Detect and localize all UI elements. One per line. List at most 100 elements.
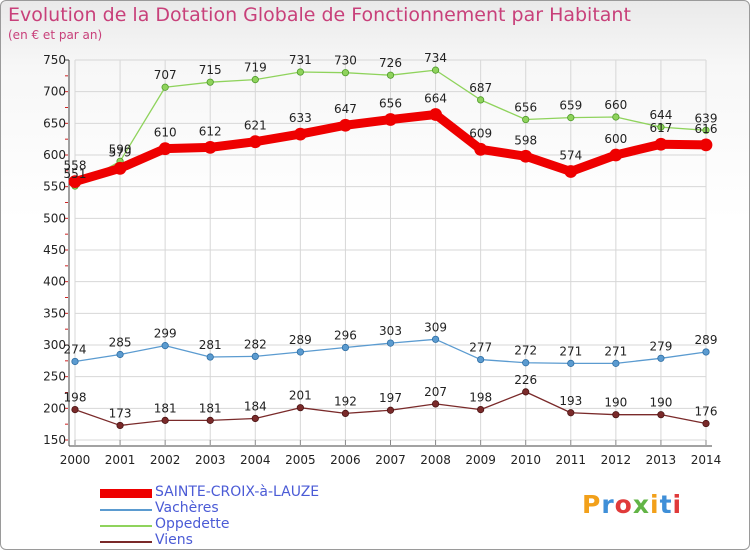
point-s0-2011 — [564, 165, 578, 178]
data-label-s2-2009: 687 — [469, 81, 492, 95]
point-s2-2011 — [567, 114, 575, 122]
y-tick-label-600: 600 — [43, 148, 66, 162]
y-tick-label-650: 650 — [43, 116, 66, 130]
point-s3-2003 — [206, 416, 214, 424]
point-s3-2004 — [251, 414, 259, 423]
data-label-s1-2004: 282 — [244, 337, 267, 351]
point-s0-2000 — [68, 175, 82, 189]
data-label-s0-2012: 600 — [604, 132, 627, 146]
point-s0-2012 — [609, 148, 623, 162]
point-s0-2005 — [293, 127, 307, 141]
x-tick-label-2012: 2012 — [601, 453, 632, 467]
point-s0-2008 — [429, 108, 442, 121]
data-label-s3-2010: 226 — [514, 373, 537, 387]
data-label-s3-2004: 184 — [244, 399, 267, 413]
logo-letter: x — [632, 490, 650, 519]
point-s0-2004 — [248, 135, 262, 149]
point-s1-2009 — [477, 355, 485, 364]
x-tick-label-2001: 2001 — [105, 453, 136, 467]
data-label-s1-2011: 271 — [559, 344, 582, 358]
point-s0-2002 — [158, 142, 172, 156]
x-tick-label-2008: 2008 — [420, 453, 451, 467]
y-tick-label-300: 300 — [43, 338, 66, 352]
data-label-s1-2008: 309 — [424, 320, 447, 334]
legend-swatch-vacheres — [100, 509, 152, 511]
data-label-s3-2007: 197 — [379, 391, 402, 405]
point-s3-2005 — [296, 404, 304, 412]
legend-label-viens: Viens — [155, 532, 193, 548]
data-label-s3-2013: 190 — [649, 396, 672, 410]
data-label-s1-2010: 272 — [514, 344, 537, 358]
point-s0-2014 — [699, 138, 713, 152]
data-label-s2-2008: 734 — [424, 51, 447, 65]
y-tick-label-500: 500 — [43, 211, 66, 225]
x-tick-label-2004: 2004 — [240, 453, 271, 467]
point-s3-2000 — [71, 405, 79, 414]
data-label-s2-2010: 656 — [514, 101, 537, 115]
data-label-s1-2005: 289 — [289, 333, 312, 347]
y-tick-label-550: 550 — [43, 180, 66, 194]
data-label-s1-2006: 296 — [334, 329, 357, 343]
legend-swatch-oppedette — [100, 525, 152, 527]
data-label-s3-2005: 201 — [289, 389, 312, 403]
data-label-s0-2005: 633 — [289, 111, 312, 125]
data-label-s2-2000: 551 — [64, 167, 87, 181]
point-s0-2003 — [203, 140, 217, 154]
point-s1-2002 — [161, 342, 169, 350]
data-label-s1-2009: 277 — [469, 341, 492, 355]
logo-letter: t — [659, 490, 673, 519]
series-layer — [68, 66, 713, 430]
point-s0-2007 — [384, 113, 397, 126]
data-label-s0-2011: 574 — [559, 148, 582, 162]
logo-letter: i — [650, 490, 660, 519]
data-label-s3-2008: 207 — [424, 385, 447, 399]
x-tick-label-2013: 2013 — [646, 453, 677, 467]
data-label-s2-2013: 644 — [649, 108, 672, 122]
point-s2-2009 — [477, 96, 485, 104]
data-label-s0-2010: 598 — [514, 133, 537, 147]
data-label-s0-2002: 610 — [154, 126, 177, 140]
x-tick-label-2010: 2010 — [510, 453, 541, 467]
data-label-s3-2002: 181 — [154, 401, 177, 415]
data-label-s2-2011: 659 — [559, 99, 582, 113]
point-s0-2010 — [519, 149, 533, 163]
data-label-s0-2004: 621 — [244, 119, 267, 133]
point-s3-2013 — [657, 411, 665, 419]
data-label-s0-2013: 617 — [649, 121, 672, 135]
data-label-s3-2011: 193 — [559, 394, 582, 408]
data-label-s1-2002: 299 — [154, 327, 177, 341]
point-s1-2003 — [206, 353, 214, 361]
data-label-s3-2009: 198 — [469, 391, 492, 405]
point-s1-2010 — [522, 359, 530, 367]
x-tick-label-2000: 2000 — [60, 453, 91, 467]
point-s0-2001 — [113, 161, 127, 175]
data-label-s3-2014: 176 — [695, 405, 718, 419]
data-label-s3-2001: 173 — [109, 406, 132, 420]
data-label-s3-2006: 192 — [334, 394, 357, 408]
label-layer: 551 590 707 715 719 731 730 726 734 687 656 659 660 6… — [64, 51, 718, 420]
legend-label-vacheres: Vachères — [155, 500, 219, 516]
point-s2-2012 — [612, 113, 620, 121]
point-s2-2005 — [296, 68, 304, 76]
logo-letter: i — [672, 490, 683, 519]
point-s3-2012 — [612, 411, 620, 419]
data-label-s2-2005: 731 — [289, 53, 312, 67]
point-s3-2014 — [702, 419, 710, 428]
point-s1-2006 — [341, 343, 350, 352]
data-label-s2-2007: 726 — [379, 56, 402, 70]
x-tick-label-2009: 2009 — [465, 453, 496, 467]
data-label-s0-2009: 609 — [469, 126, 492, 140]
logo-letter: P — [582, 490, 602, 519]
data-label-s3-2000: 198 — [64, 391, 87, 405]
point-s1-2005 — [296, 348, 304, 356]
point-s3-2010 — [522, 388, 530, 396]
data-label-s0-2007: 656 — [379, 97, 402, 111]
point-s2-2013 — [657, 123, 665, 131]
data-label-s1-2007: 303 — [379, 324, 402, 338]
point-s2-2014 — [702, 126, 710, 134]
point-s2-2008 — [431, 66, 440, 74]
chart-title: Evolution de la Dotation Globale de Fonc… — [8, 4, 631, 26]
point-s0-2006 — [339, 118, 352, 132]
legend-swatch-sainte-croix — [100, 489, 152, 498]
